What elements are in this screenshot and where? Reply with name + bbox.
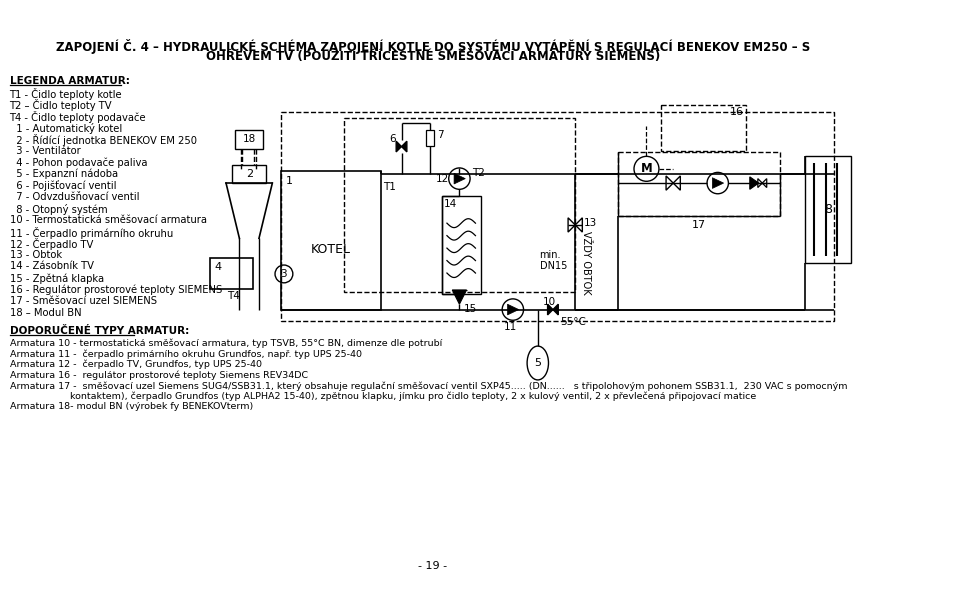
Bar [281, 112, 833, 321]
Bar [281, 171, 381, 310]
Polygon shape [712, 177, 724, 188]
Polygon shape [454, 173, 466, 184]
Text: 2: 2 [246, 169, 252, 179]
Text: - 19 -: - 19 - [419, 561, 447, 570]
Text: Armatura 10 - termostatická směšovací armatura, typ TSVB, 55°C BN, dimenze dle p: Armatura 10 - termostatická směšovací ar… [10, 339, 442, 348]
Bar [618, 152, 780, 216]
Text: 10: 10 [542, 297, 556, 307]
Text: M: M [640, 162, 653, 175]
Text: 6: 6 [389, 134, 396, 144]
Text: 16 - Regulátor prostorové teploty SIEMENS: 16 - Regulátor prostorové teploty SIEMEN… [10, 285, 222, 295]
Text: DOPORUČENÉ TYPY ARMATUR:: DOPORUČENÉ TYPY ARMATUR: [10, 326, 189, 337]
Text: Armatura 18- modul BN (výrobek fy BENEKOVterm): Armatura 18- modul BN (výrobek fy BENEKO… [10, 402, 252, 411]
Text: 7: 7 [437, 130, 444, 140]
Polygon shape [401, 141, 407, 152]
Text: 10 - Termostatická směšovací armatura: 10 - Termostatická směšovací armatura [10, 215, 206, 225]
Text: T1: T1 [383, 182, 396, 192]
Text: 3: 3 [280, 269, 287, 279]
Text: 13: 13 [584, 218, 597, 228]
Bar [425, 130, 435, 146]
Bar [235, 130, 263, 149]
Text: 8 - Otopný systém: 8 - Otopný systém [10, 204, 108, 215]
Text: kontaktem), čerpadlo Grundfos (typ ALPHA2 15-40), zpětnou klapku, jímku pro čidl: kontaktem), čerpadlo Grundfos (typ ALPHA… [10, 392, 756, 401]
Polygon shape [452, 290, 467, 304]
Bar [210, 258, 252, 289]
Text: 15 - Zpětná klapka: 15 - Zpětná klapka [10, 273, 104, 283]
Text: 14: 14 [444, 199, 458, 209]
Text: 4 - Pohon podavače paliva: 4 - Pohon podavače paliva [10, 157, 147, 168]
Text: 8: 8 [825, 203, 832, 216]
Text: 4: 4 [214, 263, 222, 272]
Text: T2: T2 [472, 168, 485, 178]
Text: 18: 18 [243, 135, 255, 144]
Text: ZAPOJENÍ Č. 4 – HYDRAULICKÉ SCHÉMA ZAPOJENÍ KOTLE DO SYSTÉMU VYTÁPĚNÍ S REGULACÍ: ZAPOJENÍ Č. 4 – HYDRAULICKÉ SCHÉMA ZAPOJ… [56, 39, 810, 54]
Text: LEGENDA ARMATUR:: LEGENDA ARMATUR: [10, 76, 130, 86]
Polygon shape [508, 304, 518, 315]
Polygon shape [553, 304, 559, 315]
Text: 11: 11 [504, 322, 516, 332]
Polygon shape [396, 141, 401, 152]
Text: 1 - Automatický kotel: 1 - Automatický kotel [10, 122, 122, 133]
Text: 12: 12 [436, 174, 449, 184]
Bar [805, 156, 852, 263]
Text: 7 - Odvzdušňovací ventil: 7 - Odvzdušňovací ventil [10, 192, 139, 202]
Text: 12 - Čerpadlo TV: 12 - Čerpadlo TV [10, 238, 93, 250]
Text: min.
DN15: min. DN15 [540, 250, 567, 271]
Polygon shape [750, 177, 758, 189]
Text: 17: 17 [692, 220, 707, 230]
Text: T4: T4 [227, 291, 240, 301]
Bar [442, 196, 481, 294]
Text: 16: 16 [730, 107, 744, 118]
Text: 18 – Modul BN: 18 – Modul BN [10, 308, 82, 318]
Text: Armatura 16 -  regulátor prostorové teploty Siemens REV34DC: Armatura 16 - regulátor prostorové teplo… [10, 370, 308, 380]
Polygon shape [547, 304, 553, 315]
Text: 5: 5 [535, 358, 541, 368]
Bar [660, 105, 746, 151]
Text: Armatura 17 -  směšovací uzel Siemens SUG4/SSB31.1, který obsahuje regulační smě: Armatura 17 - směšovací uzel Siemens SUG… [10, 381, 847, 390]
Bar [344, 118, 575, 292]
Text: 55°C: 55°C [560, 316, 586, 327]
Bar [232, 165, 266, 183]
Text: 6 - Pojišťovací ventil: 6 - Pojišťovací ventil [10, 181, 116, 192]
Text: KOTEL: KOTEL [311, 243, 351, 256]
Text: VŽDY OBTOK: VŽDY OBTOK [581, 231, 591, 295]
Text: 2 - Řídící jednotka BENEKOV EM 250: 2 - Řídící jednotka BENEKOV EM 250 [10, 134, 197, 146]
Text: Armatura 11 -  čerpadlo primárního okruhu Grundfos, např. typ UPS 25-40: Armatura 11 - čerpadlo primárního okruhu… [10, 349, 362, 359]
Text: Armatura 12 -  čerpadlo TV, Grundfos, typ UPS 25-40: Armatura 12 - čerpadlo TV, Grundfos, typ… [10, 360, 261, 370]
Text: T4 - Čidlo teploty podavače: T4 - Čidlo teploty podavače [10, 111, 146, 123]
Text: 15: 15 [464, 304, 477, 314]
Text: 17 - Směšovací uzel SIEMENS: 17 - Směšovací uzel SIEMENS [10, 296, 156, 306]
Text: 11 - Čerpadlo primárního okruhu: 11 - Čerpadlo primárního okruhu [10, 226, 173, 239]
Ellipse shape [527, 346, 548, 380]
Text: T1 - Čidlo teploty kotle: T1 - Čidlo teploty kotle [10, 88, 122, 100]
Text: 13 - Obtok: 13 - Obtok [10, 250, 61, 260]
Text: 14 - Zásobník TV: 14 - Zásobník TV [10, 261, 93, 272]
Text: T2 – Čidlo teploty TV: T2 – Čidlo teploty TV [10, 99, 112, 111]
Text: OHŘEVEM TV (POUŽITÍ TŘÍCESTNÉ SMĚŠOVACÍ ARMATURY SIEMENS): OHŘEVEM TV (POUŽITÍ TŘÍCESTNÉ SMĚŠOVACÍ … [205, 50, 660, 64]
Text: 1: 1 [286, 176, 293, 186]
Text: 3 - Ventilátor: 3 - Ventilátor [10, 146, 81, 155]
Text: 5 - Expanzní nádoba: 5 - Expanzní nádoba [10, 169, 118, 179]
